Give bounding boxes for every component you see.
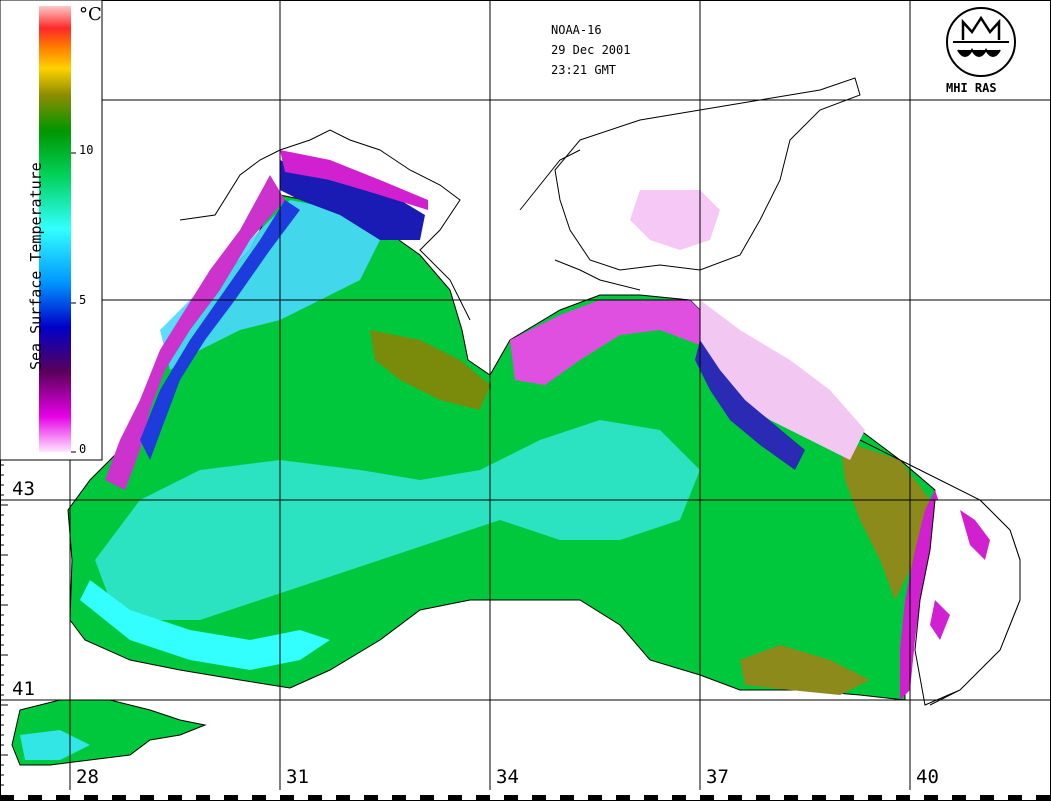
- bottom-scale-segment: [84, 795, 98, 801]
- bottom-scale-segment: [336, 795, 350, 801]
- bottom-scale-segment: [756, 795, 770, 801]
- nw-cold-band: [280, 160, 425, 240]
- bottom-scale-segment: [112, 795, 126, 801]
- bottom-scale-segment: [1008, 795, 1022, 801]
- kerch-cold-coast: [700, 300, 865, 460]
- longitude-label-34: 34: [496, 766, 519, 788]
- olive-patch-central: [370, 330, 490, 410]
- time-label: 23:21 GMT: [551, 63, 617, 77]
- bottom-scale-segment: [980, 795, 994, 801]
- bottom-scale-segment: [504, 795, 518, 801]
- bottom-scale-segment: [840, 795, 854, 801]
- longitude-label-37: 37: [706, 766, 729, 788]
- bottom-scale-segment: [392, 795, 406, 801]
- bottom-scale-segment: [784, 795, 798, 801]
- east-coast-white-land: [914, 499, 1021, 706]
- bottom-scale-segment: [28, 795, 42, 801]
- bottom-scale-segment: [812, 795, 826, 801]
- azov-ice-pink: [630, 190, 720, 250]
- olive-patch-east: [840, 440, 930, 600]
- bottom-scale-segment: [700, 795, 714, 801]
- west-coast-magenta: [105, 175, 285, 490]
- bottom-scale-segment: [168, 795, 182, 801]
- bottom-scale-segment: [196, 795, 210, 801]
- crimea-coastline: [519, 149, 641, 291]
- sw-coast-cyan: [80, 580, 330, 670]
- west-coast-blue: [140, 200, 300, 460]
- bottom-scale-segment: [672, 795, 686, 801]
- kerch-blue-band: [695, 340, 805, 470]
- crimea-cold-coast: [510, 300, 720, 385]
- colorbar-tick-label-5: 5: [79, 293, 87, 307]
- bottom-scale-segment: [280, 795, 294, 801]
- bottom-scale-segment: [728, 795, 742, 801]
- longitude-label-40: 40: [916, 766, 939, 788]
- cyan-central-zone: [95, 420, 700, 620]
- colorbar-tick-label-10: 10: [79, 143, 94, 157]
- longitude-label-28: 28: [76, 766, 99, 788]
- northwest-coastline: [179, 129, 471, 321]
- bottom-scale-segment: [448, 795, 462, 801]
- date-label: 29 Dec 2001: [551, 43, 631, 57]
- logo-text: MHI RAS: [946, 81, 997, 95]
- bottom-scale-segment: [140, 795, 154, 801]
- bottom-scale-segment: [308, 795, 322, 801]
- bottom-scale-segment: [56, 795, 70, 801]
- bottom-scale-segment: [252, 795, 266, 801]
- bottom-scale-segment: [532, 795, 546, 801]
- bottom-scale-segment: [616, 795, 630, 801]
- colorbar-title: Sea Surface Temperature: [27, 162, 45, 370]
- longitude-label-31: 31: [286, 766, 309, 788]
- marmara-cyan: [20, 730, 90, 760]
- bottom-scale-segment: [560, 795, 574, 801]
- bottom-scale-segment: [868, 795, 882, 801]
- satellite-label: NOAA-16: [551, 23, 602, 37]
- nw-magenta-ice: [280, 150, 428, 210]
- colorbar-tick-label-0: 0: [79, 442, 87, 456]
- sea-of-azov: [554, 77, 861, 271]
- bottom-scale-segment: [0, 795, 14, 801]
- bottom-scale-segment: [420, 795, 434, 801]
- bottom-scale-segment: [476, 795, 490, 801]
- bottom-scale-segment: [588, 795, 602, 801]
- latitude-label-41: 41: [12, 678, 35, 700]
- bottom-scale-segment: [364, 795, 378, 801]
- colorbar-gradient: [39, 6, 71, 452]
- mhi-ras-emblem-icon: [946, 7, 1016, 77]
- colorbar-unit: °C: [79, 4, 102, 25]
- olive-patch-south: [740, 645, 870, 695]
- bottom-scale-ticks: [0, 795, 1050, 801]
- bottom-scale-segment: [644, 795, 658, 801]
- bottom-scale-segment: [1036, 795, 1050, 801]
- black-sea-water: [67, 194, 936, 701]
- western-shelf-cyan: [160, 200, 380, 370]
- latitude-label-43: 43: [12, 478, 35, 500]
- bottom-scale-segment: [952, 795, 966, 801]
- east-cold-streaks: [930, 510, 990, 640]
- bottom-scale-segment: [224, 795, 238, 801]
- bottom-scale-segment: [924, 795, 938, 801]
- bottom-scale-segment: [896, 795, 910, 801]
